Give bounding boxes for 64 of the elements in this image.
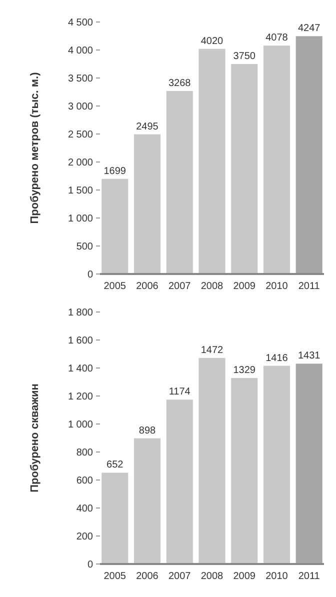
x-tick-label: 2007 bbox=[168, 281, 192, 292]
bar bbox=[263, 366, 290, 564]
x-tick-label: 2011 bbox=[298, 571, 320, 582]
bar bbox=[102, 178, 128, 274]
data-label: 898 bbox=[138, 425, 156, 436]
y-tick-label: 600 bbox=[76, 476, 94, 486]
bar bbox=[296, 36, 322, 274]
bar bbox=[296, 364, 322, 564]
bar bbox=[134, 438, 161, 564]
x-tick-label: 2006 bbox=[136, 571, 159, 582]
x-tick-label: 2010 bbox=[266, 571, 288, 582]
y-tick-label: 3 000 bbox=[68, 102, 94, 112]
y-tick-label: 3 500 bbox=[68, 74, 94, 84]
data-label: 1174 bbox=[168, 386, 191, 398]
x-tick-label: 2009 bbox=[233, 281, 256, 292]
data-label: 3268 bbox=[168, 78, 192, 89]
y-tick-label: 200 bbox=[76, 532, 94, 542]
bar bbox=[102, 472, 128, 564]
bar bbox=[198, 358, 226, 564]
y-tick-label: 1 500 bbox=[68, 186, 94, 196]
bar bbox=[263, 46, 290, 274]
data-label: 4078 bbox=[266, 32, 288, 44]
y-tick-label: 2 000 bbox=[68, 158, 94, 168]
y-tick-label: 4 000 bbox=[68, 46, 94, 56]
y-tick-label: 0 bbox=[87, 560, 94, 570]
x-tick-label: 2007 bbox=[168, 571, 192, 582]
data-label: 1416 bbox=[266, 352, 288, 364]
data-label: 2495 bbox=[136, 121, 159, 132]
y-axis-title: Пробурено метров (тыс. м.) bbox=[29, 72, 41, 224]
y-tick-label: 800 bbox=[76, 448, 94, 458]
x-tick-label: 2010 bbox=[266, 281, 288, 292]
y-tick-label: 400 bbox=[76, 504, 94, 514]
data-label: 1699 bbox=[104, 166, 126, 177]
y-tick-label: 1 200 bbox=[68, 392, 94, 402]
data-label: 1431 bbox=[298, 350, 321, 362]
data-label: 1329 bbox=[233, 364, 256, 376]
x-tick-label: 2009 bbox=[233, 571, 256, 582]
x-tick-label: 2006 bbox=[136, 281, 159, 292]
x-tick-label: 2008 bbox=[200, 571, 224, 582]
data-label: 1472 bbox=[200, 344, 224, 356]
y-tick-label: 1 400 bbox=[68, 364, 94, 374]
y-tick-label: 0 bbox=[87, 270, 94, 280]
y-tick-label: 500 bbox=[76, 242, 94, 252]
y-tick-label: 1 800 bbox=[68, 308, 94, 318]
y-tick-label: 1 000 bbox=[68, 420, 94, 430]
bar bbox=[198, 48, 226, 274]
y-tick-label: 1 600 bbox=[68, 336, 94, 346]
x-tick-label: 2005 bbox=[104, 571, 126, 582]
y-tick-label: 4 500 bbox=[68, 18, 94, 28]
x-tick-label: 2008 bbox=[200, 281, 224, 292]
y-axis-title: Пробурено скважин bbox=[29, 384, 41, 492]
y-tick-label: 1 000 bbox=[68, 214, 94, 224]
bar bbox=[134, 134, 161, 274]
bar bbox=[166, 400, 193, 564]
data-label: 4020 bbox=[200, 36, 224, 47]
data-label: 3750 bbox=[233, 51, 256, 62]
y-tick-label: 2 500 bbox=[68, 130, 94, 140]
bar bbox=[231, 64, 258, 274]
x-tick-label: 2011 bbox=[298, 281, 320, 292]
bar bbox=[231, 378, 258, 564]
data-label: 652 bbox=[106, 460, 124, 471]
data-label: 4247 bbox=[298, 23, 321, 34]
bar bbox=[166, 90, 193, 274]
x-tick-label: 2005 bbox=[104, 281, 126, 292]
